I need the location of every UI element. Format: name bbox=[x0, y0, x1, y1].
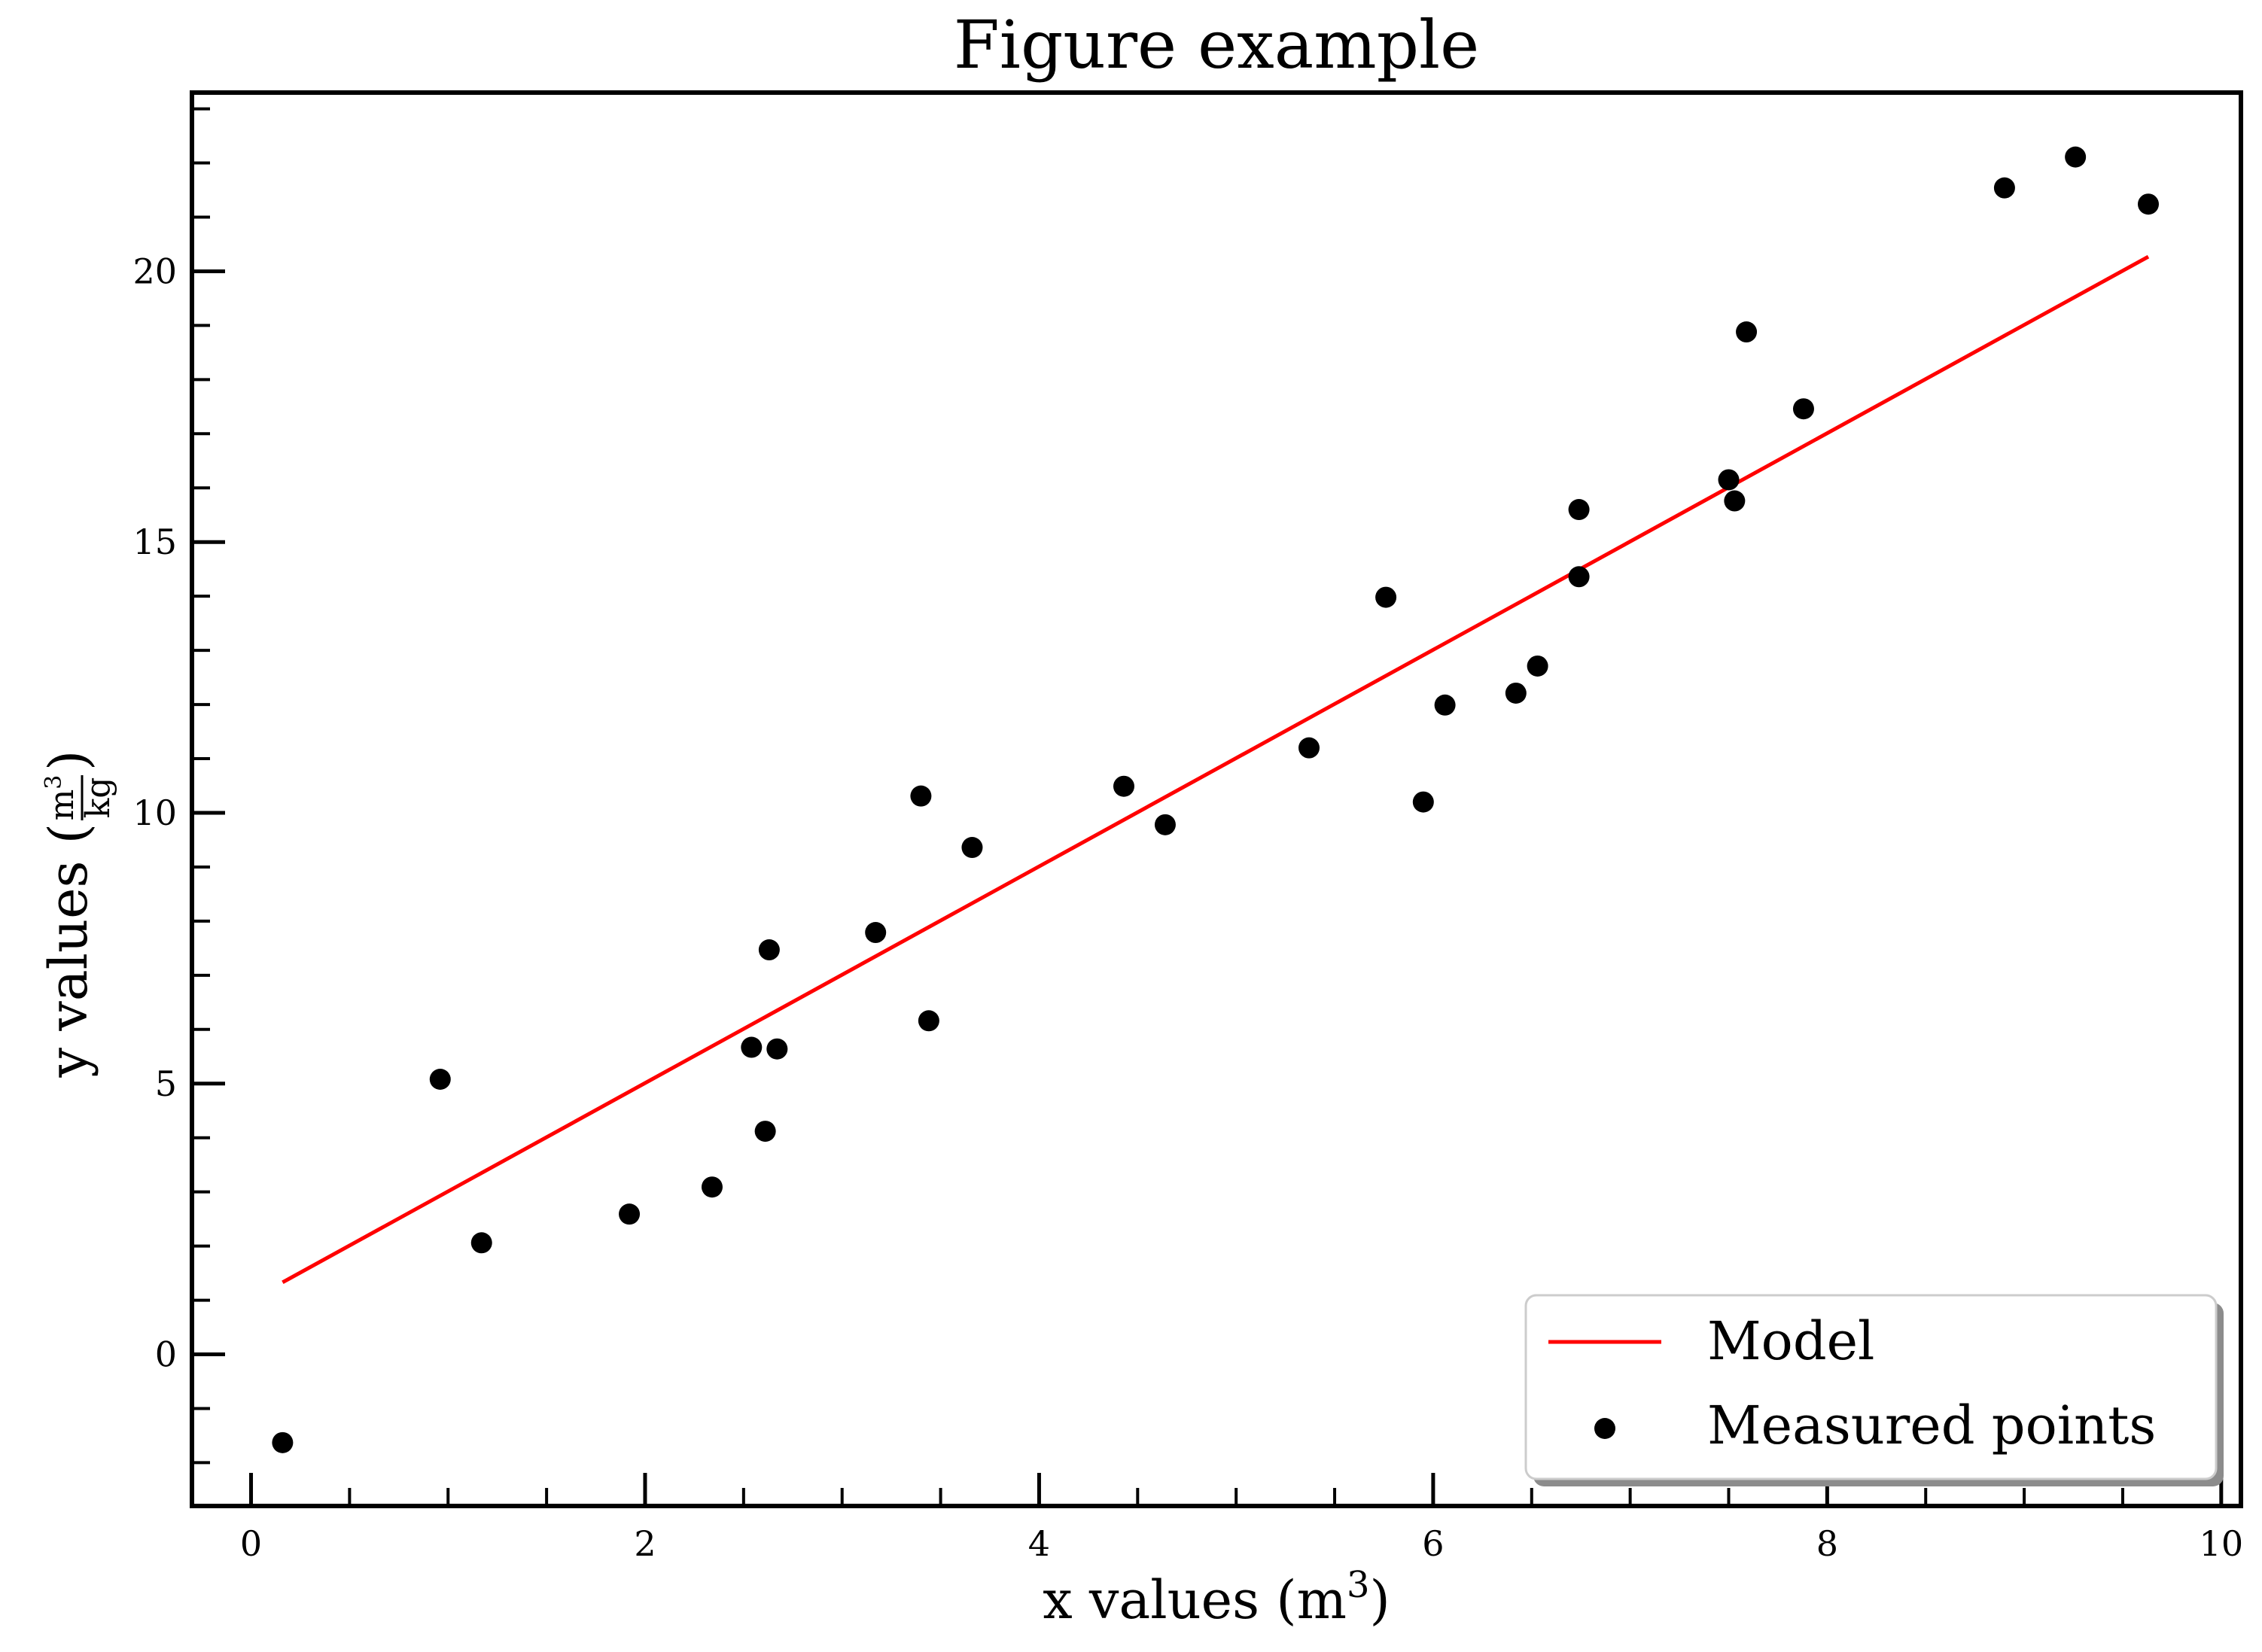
legend-label-model: Model bbox=[1707, 1310, 1874, 1372]
y-axis-label-close: ) bbox=[38, 750, 99, 771]
y-axis-label-text: y values ( bbox=[38, 823, 99, 1078]
data-point bbox=[701, 1176, 723, 1198]
data-point bbox=[1113, 775, 1134, 797]
x-axis-label-close: ) bbox=[1370, 1569, 1390, 1631]
data-point bbox=[429, 1069, 451, 1091]
data-point bbox=[918, 1010, 939, 1032]
y-axis-label-numerator-text: m bbox=[43, 789, 81, 821]
data-point bbox=[754, 1121, 776, 1142]
data-point bbox=[1568, 499, 1590, 521]
data-point bbox=[1718, 469, 1740, 491]
y-axis-label: y values ( m3 kg ) bbox=[38, 750, 117, 1079]
y-axis-label-numerator-superscript: 3 bbox=[41, 775, 67, 789]
data-point bbox=[1736, 321, 1758, 343]
y-tick-label: 0 bbox=[155, 1334, 177, 1375]
data-point bbox=[470, 1232, 492, 1254]
x-tick-label: 10 bbox=[2200, 1523, 2244, 1564]
legend-point-swatch bbox=[1594, 1418, 1615, 1439]
model-line-layer bbox=[282, 254, 2150, 1285]
plot-frame bbox=[190, 90, 2243, 1508]
y-axis-label-numerator: m3 bbox=[41, 775, 81, 821]
data-point bbox=[1154, 814, 1176, 835]
data-point bbox=[961, 837, 983, 859]
y-axis-label-denominator: kg bbox=[79, 777, 117, 819]
x-axis-label-superscript: 3 bbox=[1347, 1564, 1370, 1606]
x-tick-label: 6 bbox=[1422, 1523, 1444, 1564]
y-tick-label: 20 bbox=[132, 251, 177, 291]
data-points bbox=[272, 146, 2159, 1453]
data-point bbox=[2137, 193, 2159, 215]
chart-title: Figure example bbox=[954, 6, 1480, 84]
data-point bbox=[2065, 146, 2087, 168]
data-point bbox=[741, 1036, 763, 1058]
data-point bbox=[766, 1038, 788, 1060]
x-tick-label: 8 bbox=[1816, 1523, 1838, 1564]
data-point bbox=[1724, 490, 1746, 512]
model-line bbox=[282, 254, 2150, 1285]
x-axis-label-text: x values (m bbox=[1043, 1569, 1347, 1631]
data-point bbox=[1298, 737, 1320, 759]
x-tick-label: 4 bbox=[1028, 1523, 1050, 1564]
data-point bbox=[1792, 398, 1814, 420]
data-point bbox=[758, 939, 780, 961]
data-point bbox=[272, 1431, 294, 1453]
axis-ticks: 0 2 4 6 8 10 0 5 10 15 20 bbox=[132, 107, 2244, 1564]
y-tick-label: 15 bbox=[132, 522, 177, 562]
data-point bbox=[865, 922, 887, 944]
legend-box bbox=[1524, 1294, 2218, 1480]
x-axis-label: x values (m3) bbox=[1043, 1564, 1390, 1631]
data-point bbox=[1505, 682, 1527, 704]
data-point bbox=[1434, 694, 1456, 716]
data-point bbox=[1375, 586, 1397, 608]
x-tick-label: 0 bbox=[240, 1523, 262, 1564]
data-point bbox=[1527, 655, 1548, 677]
x-tick-label: 2 bbox=[634, 1523, 656, 1564]
y-tick-label: 5 bbox=[155, 1063, 177, 1104]
legend-label-measured-points: Measured points bbox=[1707, 1395, 2156, 1456]
y-tick-label: 10 bbox=[132, 793, 177, 833]
data-point bbox=[619, 1203, 641, 1225]
legend: Model Measured points bbox=[1524, 1294, 2224, 1486]
data-point bbox=[1412, 791, 1434, 813]
data-point bbox=[910, 785, 932, 807]
data-point bbox=[1993, 177, 2015, 199]
data-point bbox=[1568, 566, 1590, 588]
